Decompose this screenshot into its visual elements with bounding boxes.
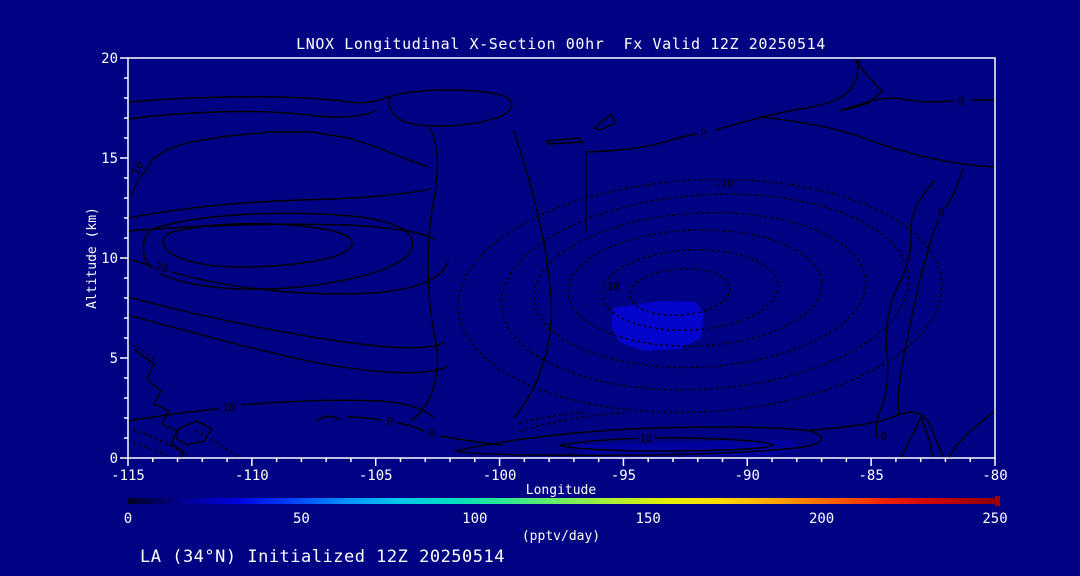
contour-value-label: -10 bbox=[713, 176, 734, 191]
filled-patches bbox=[575, 301, 801, 456]
colorbar-end-cap bbox=[995, 496, 1000, 506]
x-tick-label: -110 bbox=[235, 468, 269, 484]
colorbar-tick-label: 0 bbox=[124, 511, 132, 527]
colorbar-gradient-bar bbox=[128, 498, 995, 504]
y-tick-label: 15 bbox=[101, 151, 118, 167]
y-tick-label: 20 bbox=[101, 51, 118, 67]
contour-value-label: 0 bbox=[385, 414, 395, 428]
contours-negative bbox=[127, 178, 943, 458]
chart-title: LNOX Longitudinal X-Section 00hr Fx Vali… bbox=[296, 35, 826, 53]
x-tick-label: -95 bbox=[611, 468, 636, 484]
plot-frame bbox=[127, 57, 996, 459]
x-axis-title: Longitude bbox=[526, 483, 597, 498]
colorbar-tick-labels: 0 50 100 150 200 250 bbox=[124, 511, 1008, 527]
contour-value-label: 0 bbox=[429, 427, 436, 440]
x-tick-label: -105 bbox=[359, 468, 393, 484]
contour-value-label: 10 bbox=[129, 159, 147, 177]
x-tick-label: -85 bbox=[858, 468, 883, 484]
colorbar-tick-label: 150 bbox=[636, 511, 661, 527]
colorbar: 0 50 100 150 200 250 (pptv/day) bbox=[124, 496, 1008, 544]
contour-value-label: 0 bbox=[881, 430, 888, 443]
contour-value-label: 0 bbox=[938, 206, 945, 219]
contours-positive bbox=[127, 59, 996, 459]
x-tick-label: -100 bbox=[483, 468, 517, 484]
x-tick-label: -115 bbox=[111, 468, 145, 484]
light-blue-patch bbox=[611, 301, 704, 351]
colorbar-tick-label: 200 bbox=[809, 511, 834, 527]
colorbar-tick-label: 250 bbox=[982, 511, 1007, 527]
y-tick-label: 10 bbox=[101, 251, 118, 267]
contour-value-label: 10 bbox=[222, 401, 236, 415]
x-tick-label: -80 bbox=[982, 468, 1007, 484]
contour-value-label: 10 bbox=[639, 432, 652, 445]
x-tick-label: -90 bbox=[735, 468, 760, 484]
contour-value-label: 20 bbox=[154, 260, 170, 275]
colorbar-tick-label: 100 bbox=[462, 511, 487, 527]
y-tick-label: 5 bbox=[110, 351, 118, 367]
y-axis-title: Altitude (km) bbox=[85, 207, 100, 309]
contour-value-label: 0 bbox=[699, 127, 707, 141]
contour-value-label: 0 bbox=[958, 95, 965, 108]
colorbar-tick-label: 50 bbox=[293, 511, 310, 527]
init-annotation: LA (34°N) Initialized 12Z 20250514 bbox=[140, 547, 505, 567]
contour-value-label: -10 bbox=[600, 279, 621, 293]
axis-ticks bbox=[120, 57, 996, 466]
contour-labels: 10 20 10 0 0 10 0 -10 -10 0 0 0 bbox=[127, 93, 967, 448]
y-tick-label: 0 bbox=[110, 451, 118, 467]
colorbar-units-label: (pptv/day) bbox=[522, 529, 600, 544]
